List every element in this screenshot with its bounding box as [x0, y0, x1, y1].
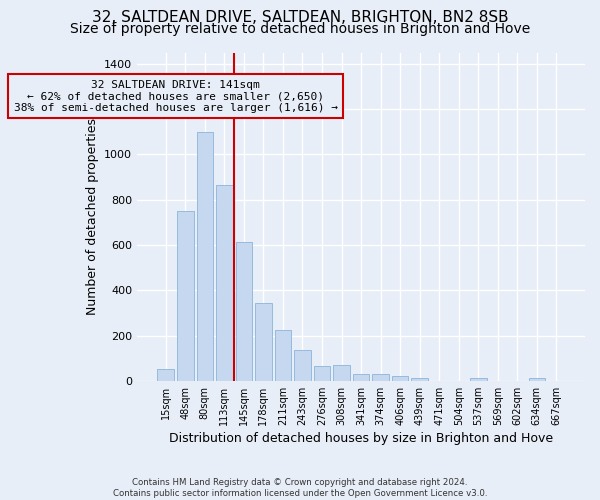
- Bar: [470, 378, 487, 381]
- Bar: [294, 350, 311, 381]
- Bar: [216, 185, 233, 381]
- Bar: [353, 374, 370, 381]
- Bar: [372, 374, 389, 381]
- Bar: [412, 378, 428, 381]
- Text: 32, SALTDEAN DRIVE, SALTDEAN, BRIGHTON, BN2 8SB: 32, SALTDEAN DRIVE, SALTDEAN, BRIGHTON, …: [92, 10, 508, 25]
- X-axis label: Distribution of detached houses by size in Brighton and Hove: Distribution of detached houses by size …: [169, 432, 553, 445]
- Bar: [314, 366, 330, 381]
- Text: 32 SALTDEAN DRIVE: 141sqm
← 62% of detached houses are smaller (2,650)
38% of se: 32 SALTDEAN DRIVE: 141sqm ← 62% of detac…: [14, 80, 338, 113]
- Bar: [333, 365, 350, 381]
- Bar: [236, 242, 252, 381]
- Bar: [255, 302, 272, 381]
- Bar: [197, 132, 213, 381]
- Bar: [275, 330, 291, 381]
- Bar: [157, 370, 174, 381]
- Text: Size of property relative to detached houses in Brighton and Hove: Size of property relative to detached ho…: [70, 22, 530, 36]
- Y-axis label: Number of detached properties: Number of detached properties: [86, 118, 98, 315]
- Text: Contains HM Land Registry data © Crown copyright and database right 2024.
Contai: Contains HM Land Registry data © Crown c…: [113, 478, 487, 498]
- Bar: [392, 376, 409, 381]
- Bar: [529, 378, 545, 381]
- Bar: [177, 211, 194, 381]
